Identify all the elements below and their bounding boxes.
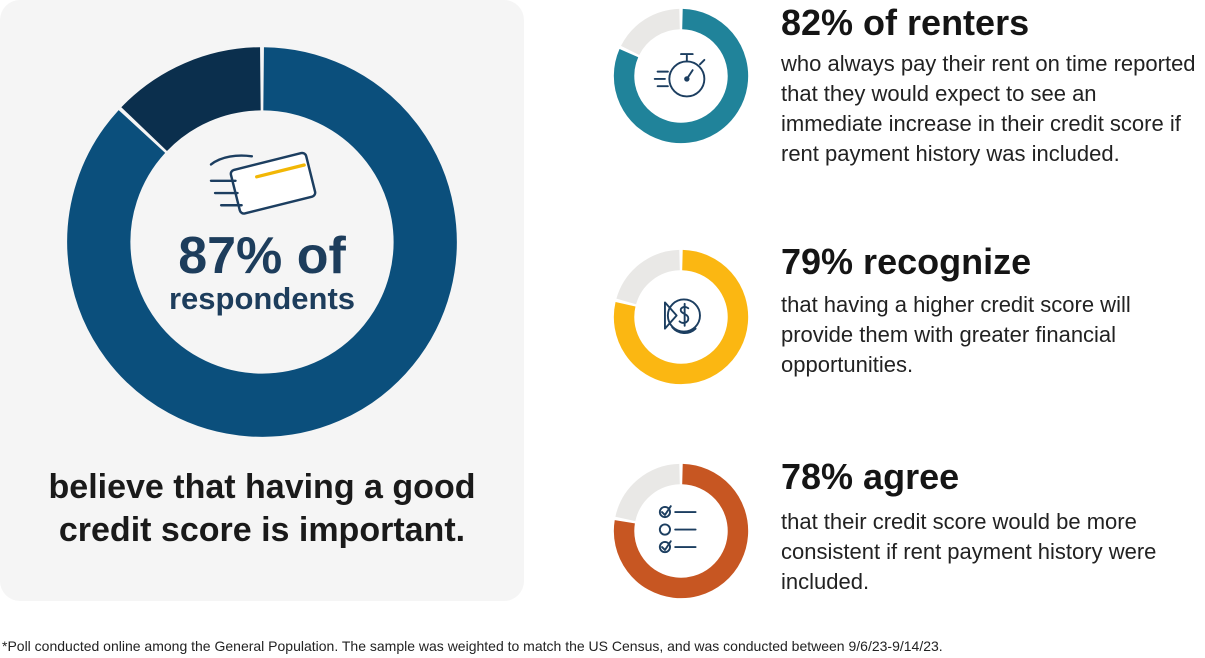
donut-slice-value <box>67 47 457 437</box>
stat-renters-headline: 82% of renters <box>781 2 1030 43</box>
main-stat-card: 87% of respondents believe that having a… <box>0 0 524 601</box>
stat-agree-body: that their credit score would be more co… <box>781 509 1157 594</box>
stat-renters-body: who always pay their rent on time report… <box>781 51 1196 166</box>
donut-slice-remainder <box>620 8 681 56</box>
main-stat-subheadline: respondents <box>168 281 356 316</box>
donut-slice-value <box>613 463 749 599</box>
donut-slice-remainder <box>121 47 262 152</box>
footnote: *Poll conducted online among the General… <box>2 638 943 654</box>
main-stat-caption: believe that having a good credit score … <box>48 468 476 549</box>
dollar-coin-icon <box>663 298 701 334</box>
stat-recognize-headline: 79% recognize <box>781 241 1032 282</box>
donut-slice-value <box>613 8 749 144</box>
credit-card-icon <box>209 151 317 215</box>
stat-recognize-body: that having a higher credit score will p… <box>781 292 1131 377</box>
donut-slice-remainder <box>615 463 681 522</box>
main-donut-chart <box>67 47 457 437</box>
recognize-donut-chart <box>613 249 749 385</box>
stopwatch-icon <box>653 53 706 98</box>
donut-slice-remainder <box>616 249 681 305</box>
main-stat-headline: 87% of <box>178 227 346 285</box>
agree-donut-chart <box>613 463 749 599</box>
renters-donut-chart <box>613 8 749 144</box>
checklist-icon <box>658 505 697 554</box>
donut-slice-value <box>613 249 749 385</box>
stat-agree-headline: 78% agree <box>781 456 960 497</box>
